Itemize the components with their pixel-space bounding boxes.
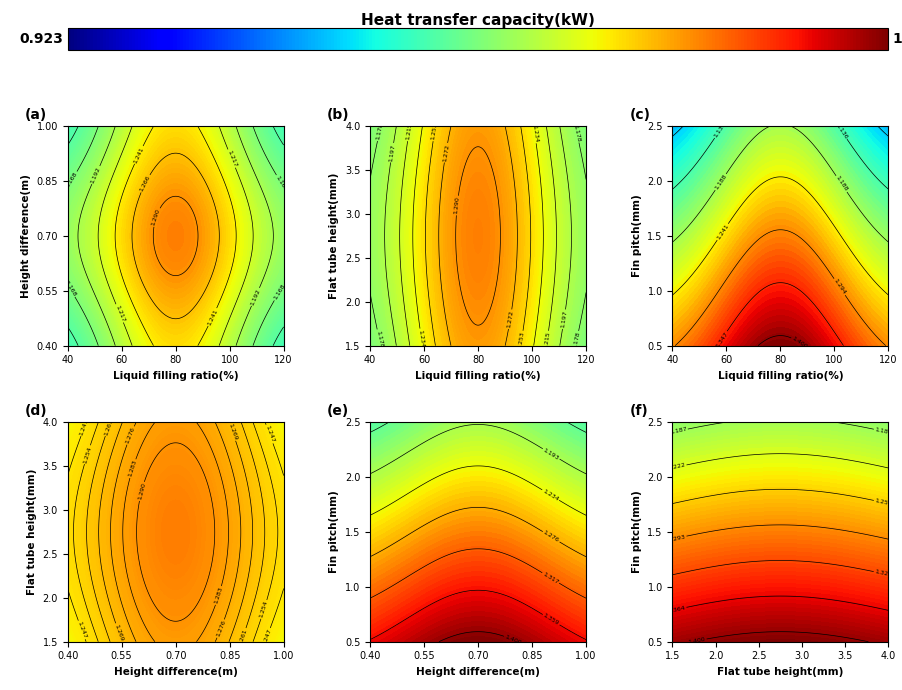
Text: (a): (a): [24, 108, 47, 122]
Text: 1.329: 1.329: [874, 569, 893, 578]
Text: 1.247: 1.247: [77, 621, 87, 639]
Y-axis label: Flat tube height(mm): Flat tube height(mm): [329, 172, 339, 299]
Text: (f): (f): [630, 404, 648, 418]
Text: 1.364: 1.364: [667, 605, 686, 613]
Text: 1.247: 1.247: [264, 425, 275, 444]
Text: 1.193: 1.193: [542, 447, 560, 461]
Text: 1.400: 1.400: [791, 336, 808, 350]
Text: 1.178: 1.178: [573, 331, 581, 350]
Text: 1.290: 1.290: [137, 482, 146, 500]
Text: 1.400: 1.400: [688, 637, 706, 645]
Text: 1.136: 1.136: [713, 121, 727, 139]
Text: 1.261: 1.261: [103, 417, 114, 436]
Text: 1.241: 1.241: [133, 146, 145, 164]
Text: 1.234: 1.234: [542, 489, 559, 502]
Text: 1.347: 1.347: [714, 331, 729, 348]
Text: 1.400: 1.400: [504, 634, 522, 646]
Y-axis label: Fin pitch(mm): Fin pitch(mm): [631, 491, 641, 573]
Text: 1.168: 1.168: [272, 284, 286, 301]
X-axis label: Heat transfer capacity(kW): Heat transfer capacity(kW): [361, 13, 595, 28]
Text: 1.276: 1.276: [124, 426, 136, 444]
Text: (e): (e): [327, 404, 349, 418]
Text: 1.283: 1.283: [214, 586, 224, 604]
Text: 1.215: 1.215: [405, 122, 413, 141]
Text: 1.269: 1.269: [227, 422, 238, 441]
Text: 1.234: 1.234: [531, 124, 538, 143]
Text: 1.290: 1.290: [454, 197, 461, 215]
Text: 1.188: 1.188: [834, 175, 849, 193]
Text: 1.168: 1.168: [65, 171, 78, 188]
Y-axis label: Flat tube height(mm): Flat tube height(mm): [27, 469, 37, 595]
Text: 1.215: 1.215: [543, 331, 551, 350]
Y-axis label: Fin pitch(mm): Fin pitch(mm): [329, 491, 339, 573]
Text: (d): (d): [24, 404, 47, 418]
Text: 1.188: 1.188: [713, 173, 728, 190]
X-axis label: Liquid filling ratio(%): Liquid filling ratio(%): [415, 371, 541, 381]
Text: 1.247: 1.247: [262, 628, 272, 647]
Text: 1.192: 1.192: [90, 166, 102, 184]
Text: 1.217: 1.217: [114, 304, 125, 322]
Text: 1.254: 1.254: [259, 600, 269, 619]
Text: 1.290: 1.290: [151, 208, 161, 226]
Text: 1.187: 1.187: [669, 427, 687, 435]
X-axis label: Flat tube height(mm): Flat tube height(mm): [717, 667, 843, 677]
Text: 1.272: 1.272: [442, 144, 450, 162]
X-axis label: Height difference(m): Height difference(m): [114, 667, 237, 677]
Text: 1.359: 1.359: [542, 613, 560, 627]
Text: 1.294: 1.294: [833, 278, 847, 296]
Text: 1.197: 1.197: [388, 144, 396, 162]
Text: 1.197: 1.197: [560, 310, 568, 328]
Text: 1.178: 1.178: [573, 124, 581, 142]
X-axis label: Liquid filling ratio(%): Liquid filling ratio(%): [113, 371, 238, 381]
Text: 1.241: 1.241: [207, 308, 218, 326]
X-axis label: Height difference(m): Height difference(m): [416, 667, 540, 677]
Text: 1.247: 1.247: [79, 417, 90, 436]
Text: 1.192: 1.192: [250, 288, 262, 306]
Y-axis label: Fin pitch(mm): Fin pitch(mm): [631, 195, 641, 277]
Text: 1.258: 1.258: [874, 498, 893, 506]
Text: 1.276: 1.276: [216, 620, 226, 638]
Text: 1.266: 1.266: [139, 175, 152, 193]
Text: 1.168: 1.168: [275, 175, 289, 192]
Text: (b): (b): [327, 108, 349, 122]
Text: 1.293: 1.293: [667, 534, 686, 542]
Text: 1.178: 1.178: [375, 122, 383, 141]
Text: 1.41: 1.41: [893, 32, 902, 46]
Text: 1.317: 1.317: [542, 571, 559, 584]
Text: 1.254: 1.254: [82, 446, 92, 464]
Text: 1.272: 1.272: [506, 310, 514, 328]
Text: (c): (c): [630, 108, 650, 122]
Text: 1.234: 1.234: [418, 329, 425, 348]
Text: 1.241: 1.241: [715, 223, 730, 241]
Text: 1.217: 1.217: [226, 150, 237, 168]
Text: 1.222: 1.222: [667, 463, 686, 471]
Text: 1.253: 1.253: [431, 122, 438, 141]
Text: 0.923: 0.923: [20, 32, 63, 46]
Text: 1.178: 1.178: [375, 330, 383, 348]
Text: 1.168: 1.168: [63, 279, 77, 297]
Text: 1.187: 1.187: [874, 427, 893, 435]
Y-axis label: Height difference(m): Height difference(m): [21, 174, 31, 298]
X-axis label: Liquid filling ratio(%): Liquid filling ratio(%): [718, 371, 843, 381]
Text: 1.276: 1.276: [542, 530, 560, 544]
Text: 1.253: 1.253: [518, 331, 525, 350]
Text: 1.269: 1.269: [114, 623, 124, 642]
Text: 1.136: 1.136: [834, 122, 849, 139]
Text: 1.283: 1.283: [127, 460, 138, 477]
Text: 1.261: 1.261: [237, 628, 248, 647]
